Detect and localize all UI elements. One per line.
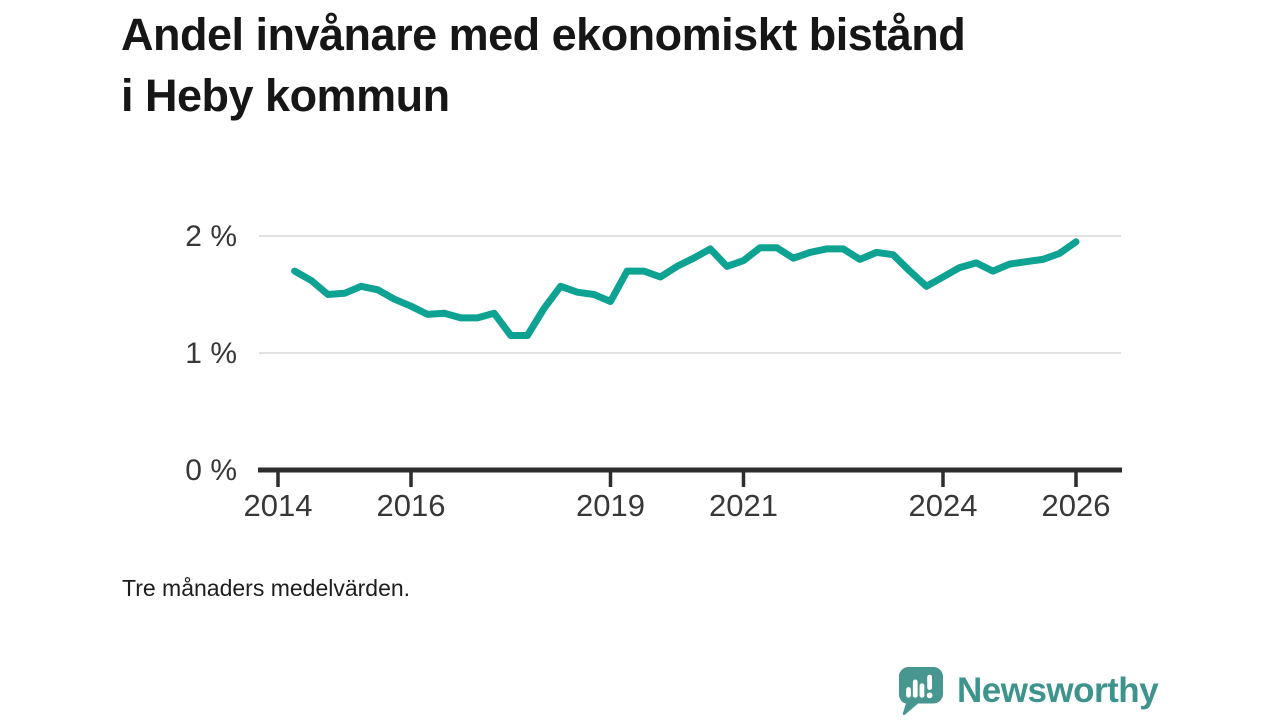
- chart-footnote: Tre månaders medelvärden.: [122, 575, 411, 601]
- data-line: [291, 238, 1080, 339]
- x-axis-tick-label: 2016: [377, 488, 446, 523]
- y-axis-tick-label: 1 %: [185, 337, 237, 370]
- x-axis-tick-label: 2021: [709, 488, 778, 523]
- x-axis-tick-label: 2026: [1042, 488, 1111, 523]
- newsworthy-logo-icon: [898, 667, 944, 716]
- chart-title: Andel invånare med ekonomiskt bistånd i …: [121, 9, 966, 122]
- newsworthy-logo-text: Newsworthy: [957, 671, 1159, 710]
- y-axis-tick-label: 2 %: [185, 220, 237, 253]
- x-axis-tick-label: 2024: [909, 488, 978, 523]
- newsworthy-brand: Newsworthy: [898, 666, 1159, 716]
- y-axis-tick-label: 0 %: [185, 454, 237, 487]
- x-axis-tick-label: 2014: [244, 488, 313, 523]
- x-axis-tick-label: 2019: [576, 488, 645, 523]
